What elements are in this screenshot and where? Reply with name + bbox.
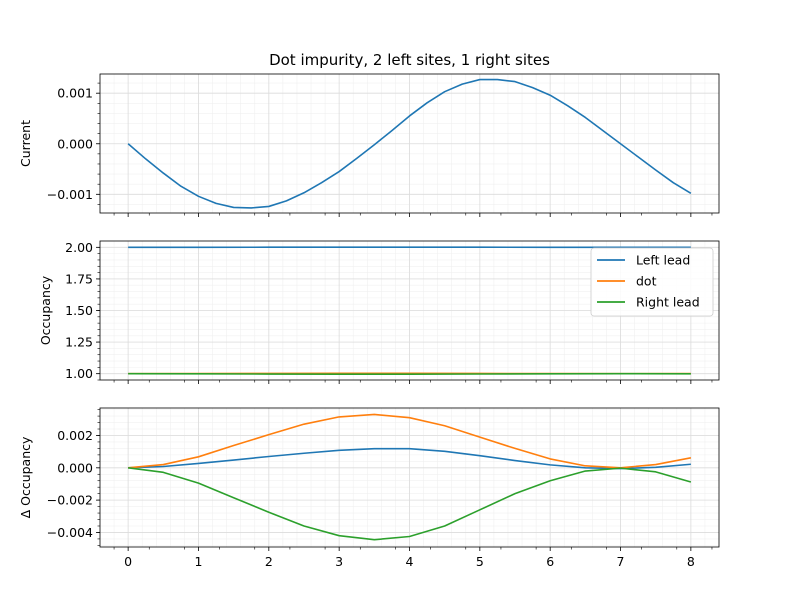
series-line-1 bbox=[127, 78, 692, 209]
x-tick-label: 4 bbox=[406, 554, 414, 569]
y-tick-label: 1.25 bbox=[65, 335, 93, 350]
y-tick-label: 1.75 bbox=[65, 271, 93, 286]
x-tick-label: 2 bbox=[265, 554, 273, 569]
y-tick-label: 0.001 bbox=[57, 86, 93, 101]
x-tick-label: 0 bbox=[124, 554, 132, 569]
panel-1: 0.001 0.000 −0.001 Current Dot impurity, 2 l… bbox=[18, 51, 720, 217]
y-tick-label: −0.001 bbox=[47, 187, 93, 202]
series-line-3 bbox=[128, 467, 692, 541]
series-line-3 bbox=[128, 372, 691, 376]
axes-frame bbox=[99, 407, 720, 548]
y-tick-label: 1.00 bbox=[65, 366, 93, 381]
y-tick-label: 1.50 bbox=[65, 303, 93, 318]
x-tick-label: 6 bbox=[546, 554, 554, 569]
y-tick-label: 2.00 bbox=[65, 240, 93, 255]
y-tick-label: 0.000 bbox=[57, 136, 93, 151]
y-tick-label: −0.004 bbox=[47, 525, 93, 540]
x-tick-label: 7 bbox=[617, 554, 625, 569]
x-tick-label: 3 bbox=[335, 554, 343, 569]
axes-frame bbox=[99, 73, 720, 214]
x-tick-label: 8 bbox=[687, 554, 695, 569]
legend: Left lead dot Right lead bbox=[590, 247, 714, 317]
y-axis-label: Current bbox=[18, 120, 33, 167]
legend-box bbox=[590, 247, 714, 317]
chart-title: Dot impurity, 2 left sites, 1 right site… bbox=[269, 51, 550, 69]
panel-2: 2.00 1.75 1.50 1.25 1.00 Occupancy Left lead do… bbox=[38, 240, 720, 384]
legend-label: Right lead bbox=[636, 295, 700, 310]
y-tick-label: 0.002 bbox=[57, 428, 93, 443]
y-tick-label: 0.000 bbox=[57, 460, 93, 475]
x-tick-label: 5 bbox=[476, 554, 484, 569]
x-tick-label: 1 bbox=[195, 554, 203, 569]
series-line-1 bbox=[128, 447, 691, 470]
y-axis-label: Δ Occupancy bbox=[18, 436, 33, 518]
axes-frame bbox=[99, 240, 720, 381]
panel-3: 0 1 2 3 4 5 6 7 8 0.002 0.000 −0.002 −0.004 Δ Occupan… bbox=[18, 407, 720, 569]
y-axis-label: Occupancy bbox=[38, 275, 53, 345]
legend-label: Left lead bbox=[636, 253, 690, 268]
series-line-2 bbox=[128, 413, 692, 469]
legend-label: dot bbox=[636, 274, 657, 289]
y-tick-label: −0.002 bbox=[47, 493, 93, 508]
